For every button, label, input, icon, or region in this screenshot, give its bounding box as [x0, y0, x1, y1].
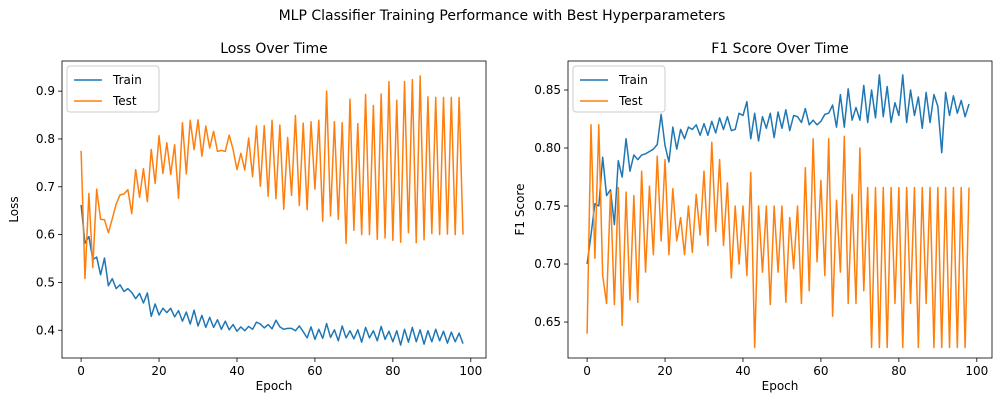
- y-tick-label: 0.75: [534, 199, 561, 213]
- x-tick-label: 60: [307, 364, 322, 378]
- chart-loss: Loss Over Time 0 20 40 60 80 100 0.4 0.5 0.6 0.7 0.…: [7, 41, 487, 393]
- x-tick-label: 100: [459, 364, 482, 378]
- legend-label-train: Train: [112, 73, 142, 87]
- figure-title: MLP Classifier Training Performance with…: [278, 8, 726, 24]
- chart-title: F1 Score Over Time: [711, 41, 848, 57]
- legend-label-test: Test: [112, 94, 137, 108]
- y-tick-label: 0.6: [36, 228, 55, 242]
- y-tick-label: 0.85: [534, 83, 561, 97]
- y-tick-label: 0.9: [36, 84, 55, 98]
- series-line-train: [586, 74, 970, 265]
- x-tick-label: 60: [813, 364, 828, 378]
- chart-title: Loss Over Time: [220, 41, 328, 57]
- x-tick-label: 40: [735, 364, 750, 378]
- y-axis-label: F1 Score: [513, 184, 527, 236]
- x-tick-label: 0: [77, 364, 85, 378]
- y-tick-label: 0.65: [534, 315, 561, 329]
- y-tick-label: 0.4: [36, 323, 55, 337]
- plot-frame: [567, 60, 993, 359]
- y-tick-label: 0.70: [534, 257, 561, 271]
- series-line-train: [80, 204, 464, 346]
- legend-label-train: Train: [618, 73, 648, 87]
- x-tick-label: 40: [229, 364, 244, 378]
- y-tick-label: 0.8: [36, 132, 55, 146]
- x-tick-label: 20: [151, 364, 166, 378]
- chart-f1: F1 Score Over Time 0 20 40 60 80 100 0.65 0.70 0.…: [513, 41, 993, 393]
- plot-frame: [61, 60, 487, 359]
- legend: Train Test: [66, 65, 160, 113]
- x-axis-label: Epoch: [762, 379, 799, 393]
- legend: Train Test: [572, 65, 666, 113]
- series-line-test: [80, 75, 464, 280]
- legend-label-test: Test: [618, 94, 643, 108]
- y-axis-label: Loss: [7, 196, 21, 222]
- x-tick-label: 20: [657, 364, 672, 378]
- x-tick-label: 100: [965, 364, 988, 378]
- x-tick-label: 80: [385, 364, 400, 378]
- y-tick-label: 0.5: [36, 275, 55, 289]
- y-tick-label: 0.7: [36, 180, 55, 194]
- series-line-test: [586, 124, 970, 349]
- x-axis-label: Epoch: [256, 379, 293, 393]
- y-tick-label: 0.80: [534, 141, 561, 155]
- x-tick-label: 0: [583, 364, 591, 378]
- x-tick-label: 80: [891, 364, 906, 378]
